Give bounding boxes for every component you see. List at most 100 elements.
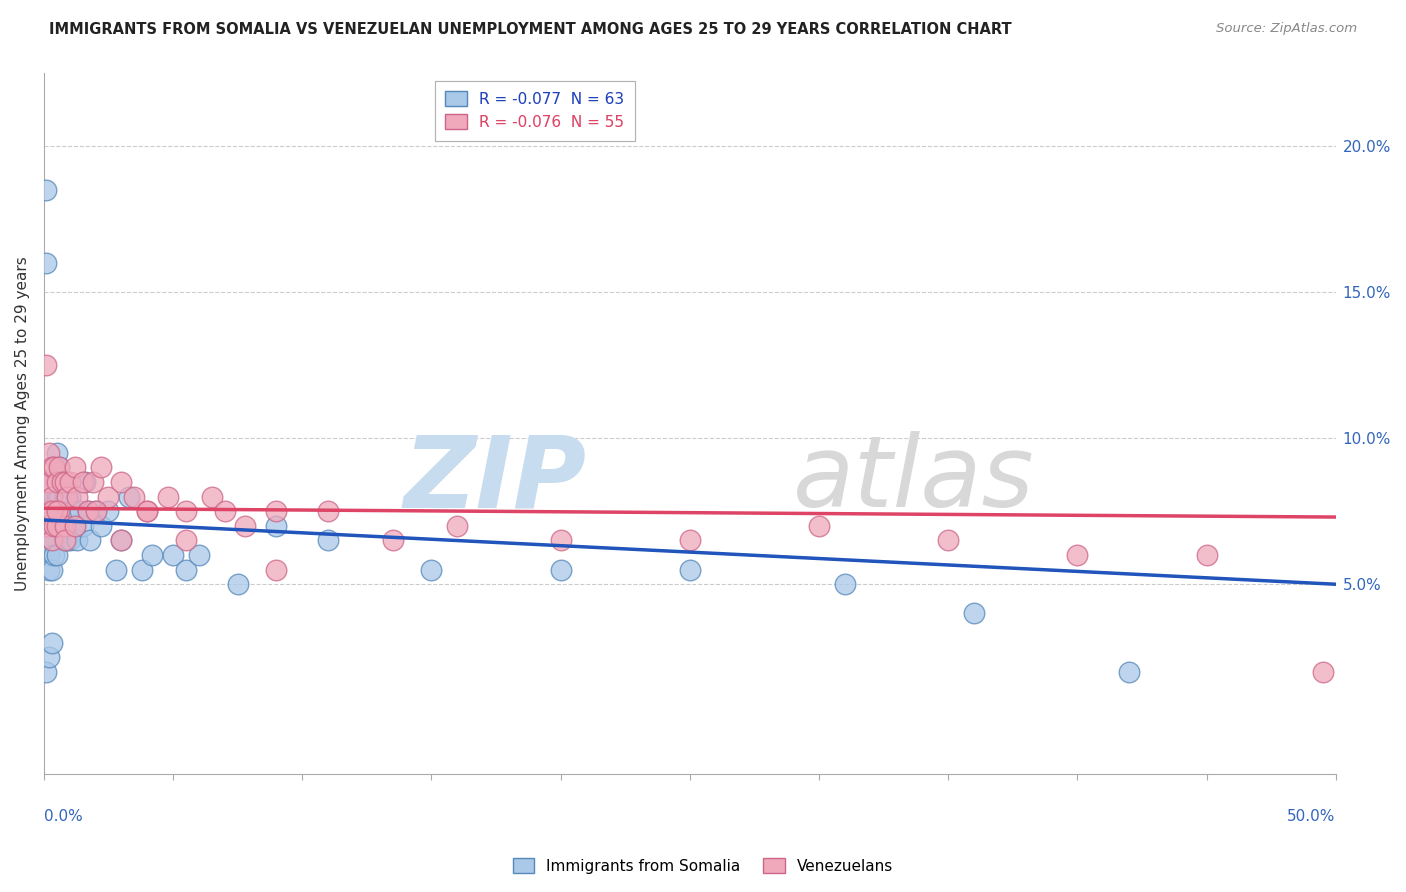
- Point: [41, 518, 63, 533]
- Point: [76, 504, 98, 518]
- Point: [66, 533, 89, 548]
- Point: [187, 548, 209, 562]
- Text: IMMIGRANTS FROM SOMALIA VS VENEZUELAN UNEMPLOYMENT AMONG AGES 25 TO 29 YEARS COR: IMMIGRANTS FROM SOMALIA VS VENEZUELAN UN…: [49, 22, 1012, 37]
- Point: [1312, 665, 1334, 679]
- Point: [1195, 548, 1218, 562]
- Point: [316, 533, 339, 548]
- Point: [41, 475, 63, 489]
- Point: [446, 518, 468, 533]
- Point: [41, 490, 63, 504]
- Point: [97, 490, 120, 504]
- Point: [48, 490, 70, 504]
- Point: [35, 518, 58, 533]
- Point: [48, 518, 70, 533]
- Point: [936, 533, 959, 548]
- Point: [41, 504, 63, 518]
- Point: [131, 563, 153, 577]
- Text: atlas: atlas: [793, 431, 1035, 528]
- Text: Source: ZipAtlas.com: Source: ZipAtlas.com: [1216, 22, 1357, 36]
- Point: [105, 563, 128, 577]
- Point: [48, 504, 70, 518]
- Point: [48, 460, 70, 475]
- Point: [41, 533, 63, 548]
- Point: [235, 518, 257, 533]
- Point: [38, 504, 60, 518]
- Point: [53, 475, 76, 489]
- Point: [41, 504, 63, 518]
- Point: [136, 504, 159, 518]
- Point: [118, 490, 141, 504]
- Point: [38, 446, 60, 460]
- Point: [44, 504, 66, 518]
- Point: [79, 533, 101, 548]
- Legend: R = -0.077  N = 63, R = -0.076  N = 55: R = -0.077 N = 63, R = -0.076 N = 55: [434, 80, 636, 141]
- Point: [35, 358, 58, 372]
- Point: [963, 607, 986, 621]
- Point: [38, 475, 60, 489]
- Point: [1118, 665, 1140, 679]
- Point: [84, 504, 107, 518]
- Point: [51, 518, 73, 533]
- Point: [44, 490, 66, 504]
- Point: [41, 460, 63, 475]
- Point: [110, 475, 132, 489]
- Point: [316, 504, 339, 518]
- Point: [53, 533, 76, 548]
- Point: [550, 533, 572, 548]
- Point: [66, 490, 89, 504]
- Point: [59, 475, 82, 489]
- Point: [174, 563, 197, 577]
- Point: [35, 183, 58, 197]
- Point: [60, 504, 83, 518]
- Point: [38, 518, 60, 533]
- Point: [679, 563, 702, 577]
- Point: [44, 518, 66, 533]
- Point: [90, 518, 112, 533]
- Point: [82, 475, 104, 489]
- Point: [45, 518, 67, 533]
- Point: [45, 446, 67, 460]
- Point: [41, 533, 63, 548]
- Point: [174, 504, 197, 518]
- Point: [381, 533, 404, 548]
- Text: 0.0%: 0.0%: [44, 809, 83, 824]
- Legend: Immigrants from Somalia, Venezuelans: Immigrants from Somalia, Venezuelans: [506, 852, 900, 880]
- Point: [214, 504, 236, 518]
- Point: [420, 563, 443, 577]
- Point: [35, 665, 58, 679]
- Point: [124, 490, 146, 504]
- Point: [75, 475, 97, 489]
- Point: [110, 533, 132, 548]
- Point: [266, 518, 288, 533]
- Text: ZIP: ZIP: [404, 431, 586, 528]
- Point: [72, 518, 94, 533]
- Point: [41, 563, 63, 577]
- Point: [48, 460, 70, 475]
- Point: [56, 533, 79, 548]
- Point: [44, 460, 66, 475]
- Point: [63, 518, 86, 533]
- Point: [90, 460, 112, 475]
- Y-axis label: Unemployment Among Ages 25 to 29 years: Unemployment Among Ages 25 to 29 years: [15, 256, 30, 591]
- Point: [45, 518, 67, 533]
- Point: [59, 533, 82, 548]
- Point: [45, 475, 67, 489]
- Point: [51, 475, 73, 489]
- Point: [45, 490, 67, 504]
- Point: [97, 504, 120, 518]
- Point: [162, 548, 184, 562]
- Point: [35, 475, 58, 489]
- Point: [35, 533, 58, 548]
- Point: [550, 563, 572, 577]
- Point: [56, 490, 79, 504]
- Point: [38, 548, 60, 562]
- Point: [53, 518, 76, 533]
- Point: [41, 635, 63, 649]
- Point: [59, 490, 82, 504]
- Point: [38, 650, 60, 665]
- Point: [679, 533, 702, 548]
- Point: [45, 548, 67, 562]
- Point: [45, 504, 67, 518]
- Point: [266, 504, 288, 518]
- Text: 50.0%: 50.0%: [1288, 809, 1336, 824]
